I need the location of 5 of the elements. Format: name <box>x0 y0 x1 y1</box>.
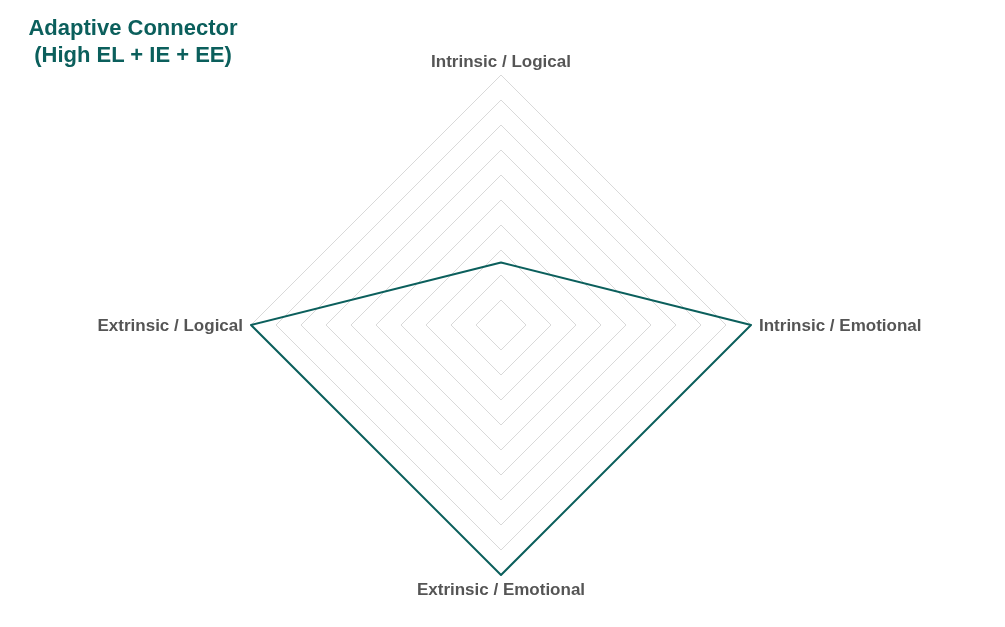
spoke-label: Extrinsic / Logical <box>97 316 243 336</box>
spoke-label: Intrinsic / Emotional <box>759 316 922 336</box>
chart-title: Adaptive Connector (High EL + IE + EE) <box>27 14 239 68</box>
spoke-label: Intrinsic / Logical <box>431 52 571 71</box>
spoke-label: Extrinsic / Emotional <box>416 580 586 600</box>
